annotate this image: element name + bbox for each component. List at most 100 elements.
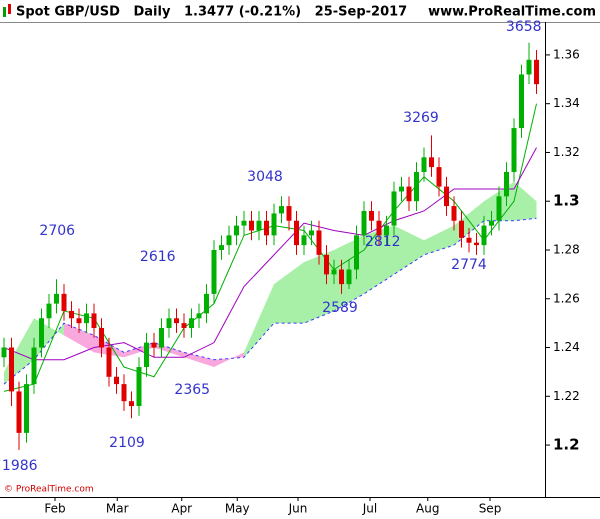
x-tick-label: Apr [171,502,192,516]
candle-body [8,347,14,392]
candle-body [46,303,52,319]
cloud-segment [153,342,184,358]
candle-body [339,269,345,285]
candle-body [136,367,142,407]
cloud-segment [424,225,455,255]
candle-body [128,401,134,407]
candle-body [241,220,247,226]
candle-body [459,220,465,238]
annotation: 2109 [109,435,145,451]
cloud-segment [213,352,244,368]
candle-body [121,384,127,402]
candle-body [511,128,517,172]
cloud-segment [274,262,305,324]
candle-body [203,293,209,314]
candle-body [376,220,382,236]
candle-body [406,186,412,202]
candle-body [301,235,307,246]
cloud-segment [243,284,274,358]
candle-body [151,342,157,348]
candle-body [263,220,269,236]
candle-body [256,220,262,231]
candle-body [421,157,427,172]
candle-body [211,249,217,294]
indicator-line [3,103,537,392]
y-tick-label: 1.32 [553,145,580,159]
candle-body [444,186,450,207]
y-tick-label: 1.28 [553,242,580,256]
x-tick-label: Jun [288,502,308,516]
candle-body [279,206,285,214]
candle-body [496,196,502,221]
candle-body [271,213,277,236]
candle-body [391,191,397,226]
annotation: 2812 [365,234,401,250]
x-tick-label: Mar [106,502,129,516]
candle-body [489,220,495,226]
cloud-segment [394,225,425,275]
y-tick-label: 1.36 [553,47,580,61]
annotation: 1986 [2,458,38,474]
candle-body [166,318,172,329]
candle-body [309,230,315,236]
y-tick-label: 1.34 [553,96,580,110]
candle-body [53,293,59,304]
candle-body [61,293,67,311]
candle-body [233,225,239,236]
candle-body [519,74,525,129]
candle-body [331,269,337,275]
candle-body [361,210,367,236]
annotation: 2616 [140,249,176,265]
x-tick-label: Jul [362,502,377,516]
indicator-line [3,147,537,361]
candle-body [248,220,254,231]
annotation: 3048 [247,169,283,185]
website: www.ProRealTime.com [428,5,596,20]
candle-body [38,318,44,348]
candle-body [474,242,480,246]
candle-body [158,328,164,348]
candle-body [98,328,104,348]
candle-body [1,347,7,358]
candle-body [23,384,29,433]
candle-body [384,225,390,236]
cloud-segment [183,352,214,368]
candle-body [316,230,322,255]
candle-body [196,313,202,319]
candle-body [106,347,112,377]
annotation: 3658 [506,19,542,35]
copyright: © ProRealTime.com [4,485,94,495]
x-tick-label: Feb [44,502,65,516]
y-tick-label: 1.24 [553,340,580,354]
candle-body [451,206,457,221]
y-tick-label: 1.2 [553,436,580,454]
y-tick-label: 1.3 [553,192,580,210]
annotation: 2365 [174,382,210,398]
candle-body [113,376,119,385]
annotation: 2706 [39,223,75,239]
candle-body [324,254,330,275]
candle-body [143,342,149,368]
candle-body [181,323,187,329]
candle-body [414,171,420,202]
candle-body [481,225,487,246]
candle-body [188,318,194,329]
candle-body [429,157,435,168]
candle-body [76,318,82,324]
candle-body [83,313,89,324]
cloud-segment [514,181,537,221]
plot-area [1,42,540,450]
candle-body [294,220,300,246]
y-tick-label: 1.26 [553,291,580,305]
x-tick-label: Sep [479,502,502,516]
chart-title: Spot GBP/USD Daily 1.3477 (-0.21%) 25-Se… [16,5,407,20]
cloud-span-b [3,217,537,385]
candle-body [68,310,74,319]
annotation: 3269 [403,110,439,126]
candle-body [504,171,510,197]
logo-icon [3,4,11,17]
candle-body [16,391,22,433]
x-tick-label: May [225,502,250,516]
